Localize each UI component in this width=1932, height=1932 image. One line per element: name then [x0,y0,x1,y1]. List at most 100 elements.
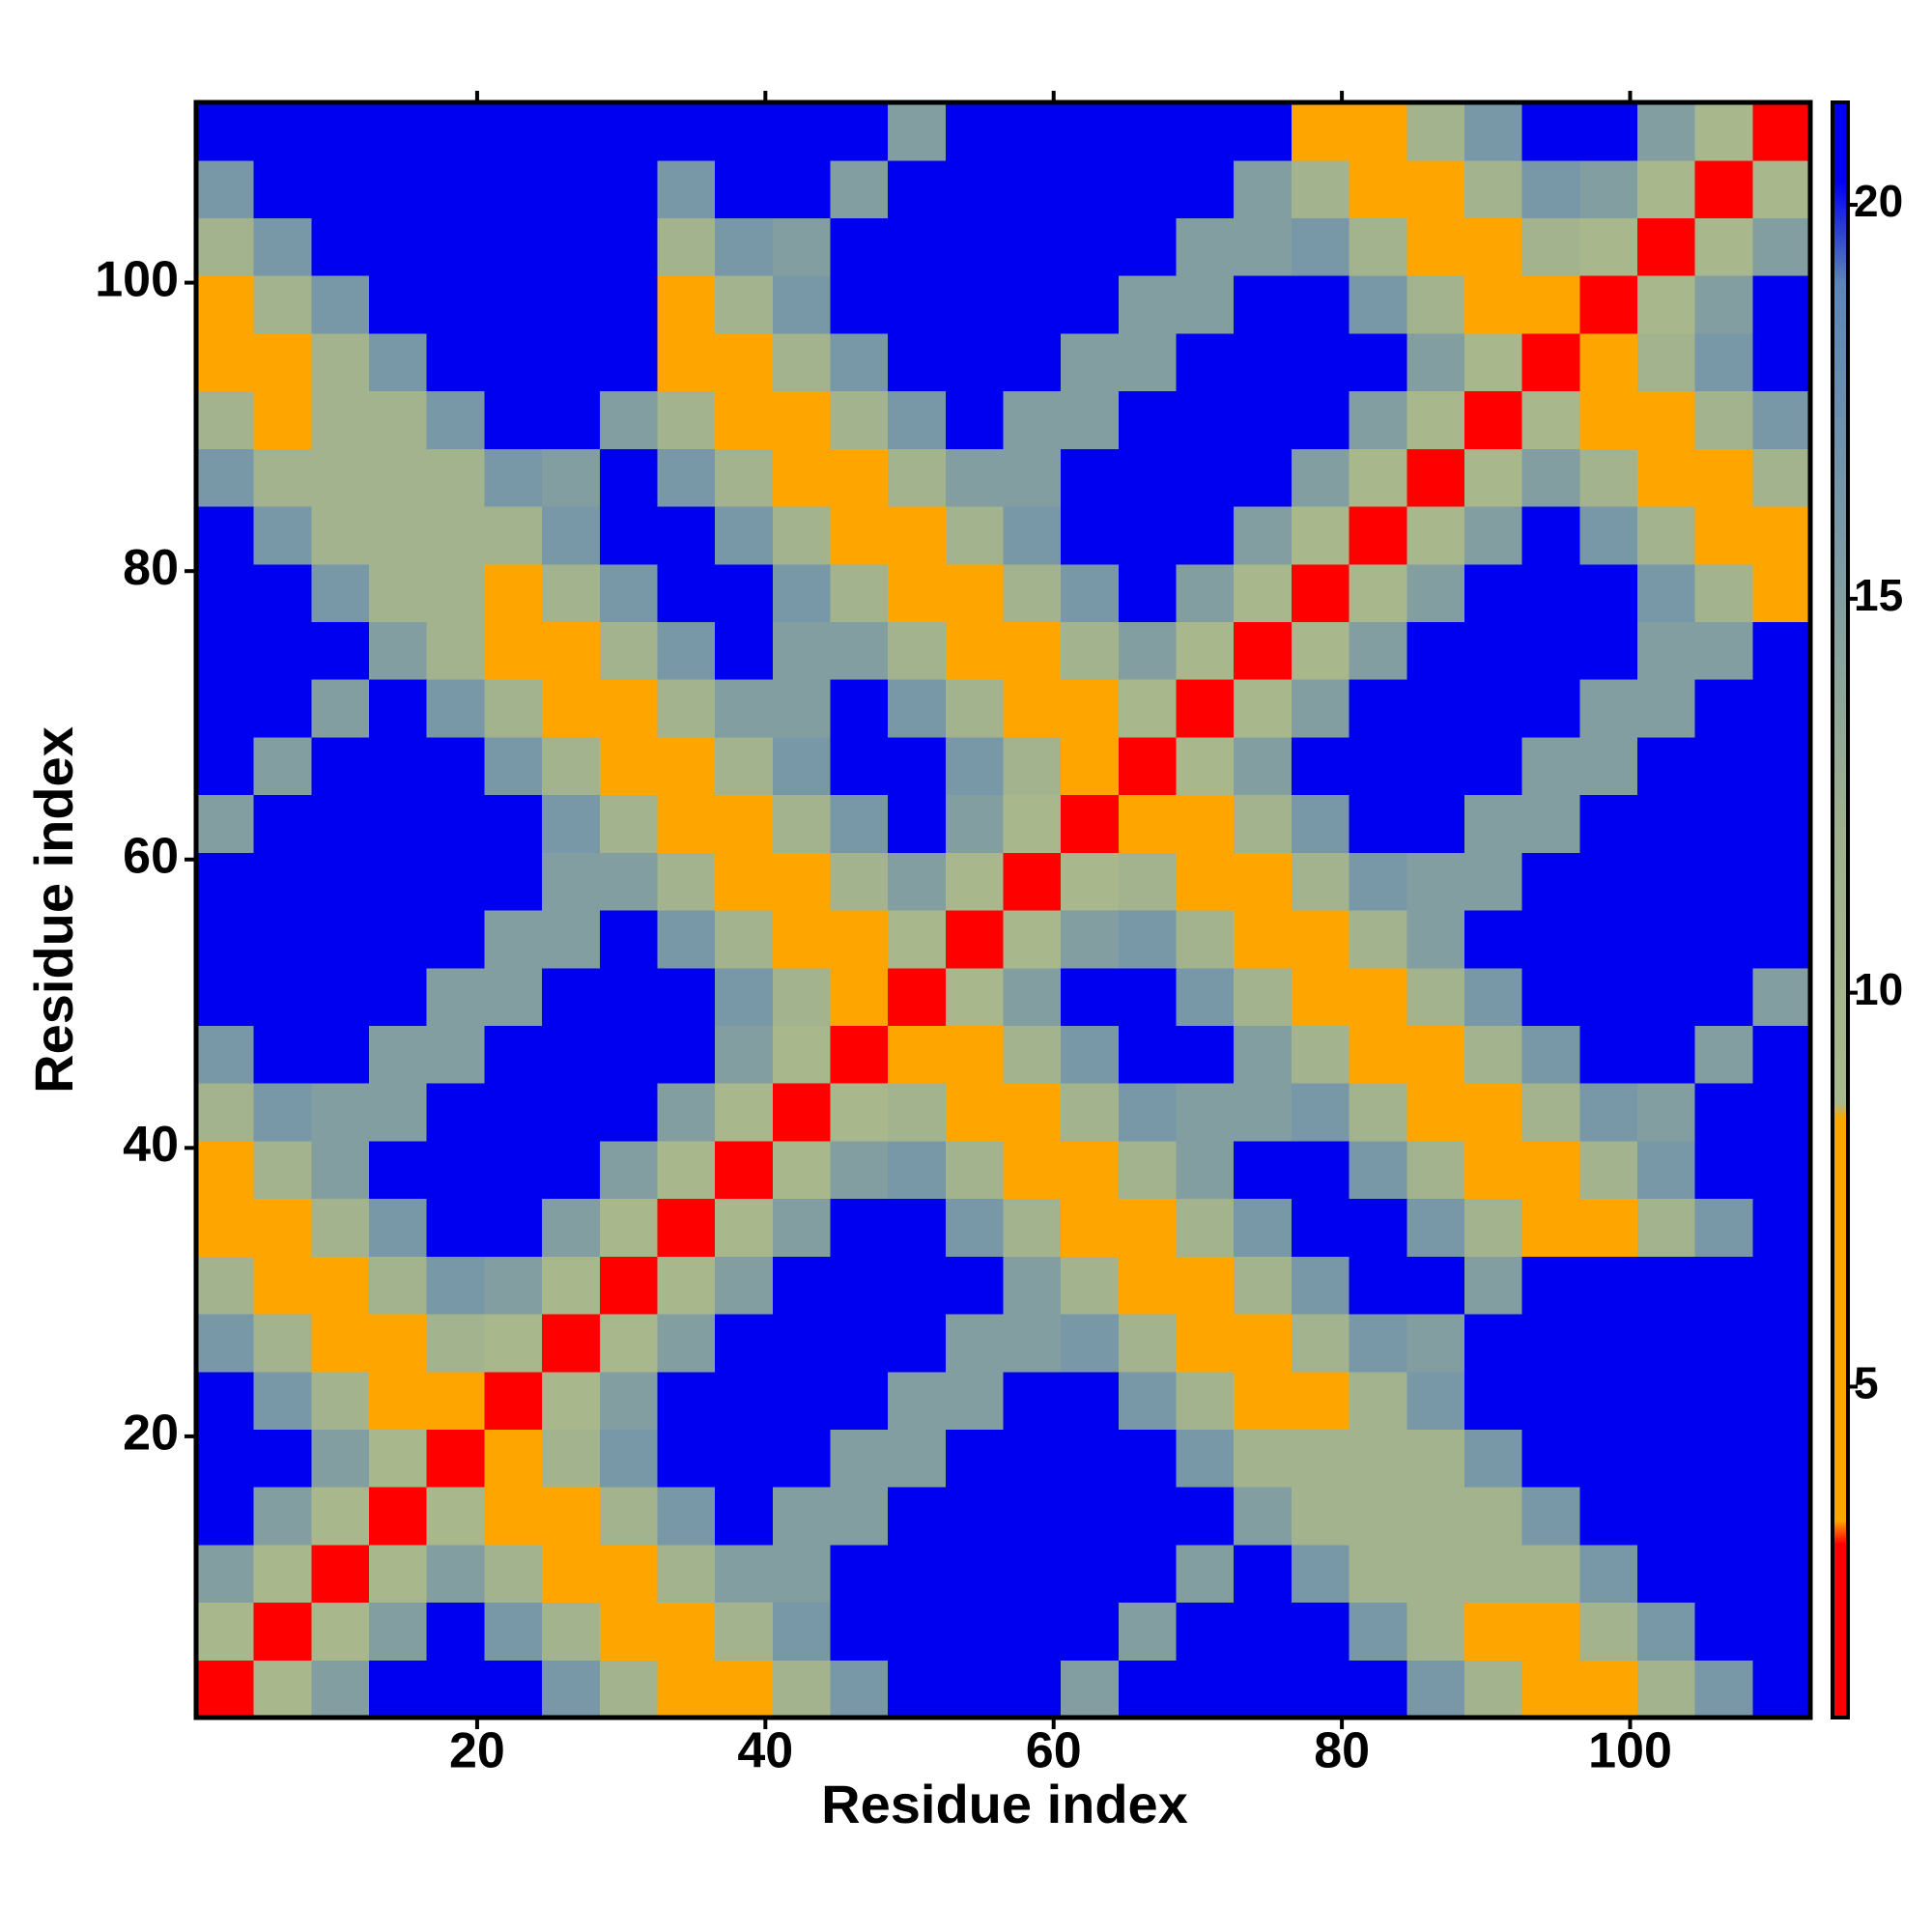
y-tick-label: 60 [123,828,179,884]
heatmap-cell [1118,1140,1178,1200]
heatmap-cell [1234,563,1293,623]
heatmap-cell [311,217,370,276]
heatmap-cell [542,967,601,1027]
heatmap-cell [1061,275,1120,334]
heatmap-cell [484,506,543,565]
heatmap-cell [772,506,832,565]
heatmap-cell [311,679,370,738]
heatmap-cell [1752,794,1811,853]
heatmap-cell [426,736,485,796]
heatmap-cell [1752,621,1811,680]
heatmap-cell [1349,852,1407,911]
heatmap-cell [1521,1025,1580,1084]
heatmap-cell [196,621,255,680]
heatmap-cell [599,1544,659,1604]
heatmap-cell [542,794,601,853]
heatmap-cell [657,1429,716,1488]
heatmap-cell [253,1660,312,1719]
heatmap-cell [888,390,947,449]
heatmap-cell [311,159,370,219]
heatmap-cell [1291,390,1350,449]
heatmap-cells [196,102,1811,1719]
heatmap-cell [1061,1487,1120,1546]
heatmap-cell [1234,1602,1293,1661]
heatmap-cell [657,621,716,680]
heatmap-cell [542,506,601,565]
heatmap-cell [888,1544,947,1604]
heatmap-cell [311,1314,370,1373]
heatmap-cell [657,332,716,392]
heatmap-cell [1003,967,1062,1027]
heatmap-cell [426,1083,485,1142]
heatmap-cell [196,1371,255,1431]
heatmap-cell [1234,852,1293,911]
heatmap-cell [484,1198,543,1257]
heatmap-cell [830,217,889,276]
heatmap-cell [1118,390,1178,449]
heatmap-cell [1061,1602,1120,1661]
heatmap-cell [1636,563,1696,623]
heatmap-cell [1579,1429,1638,1488]
heatmap-cell [1636,1198,1696,1257]
heatmap-cell [1234,679,1293,738]
heatmap-cell [830,1314,889,1373]
heatmap-cell [1061,852,1120,911]
heatmap-cell [1003,1371,1062,1431]
heatmap-cell [1694,1371,1753,1431]
y-tick-label: 80 [123,540,179,596]
heatmap-cell [772,1198,832,1257]
heatmap-cell [426,1025,485,1084]
heatmap-cell [715,910,774,969]
heatmap-cell [1521,679,1580,738]
heatmap-cell [599,1083,659,1142]
heatmap-cell [1291,332,1350,392]
heatmap-cell [599,1429,659,1488]
heatmap-cell [772,852,832,911]
heatmap-cell [1291,1371,1350,1431]
heatmap-cell [657,967,716,1027]
heatmap-cell [542,621,601,680]
heatmap-cell [945,621,1005,680]
heatmap-cell [196,1429,255,1488]
heatmap-cell [1118,1544,1178,1604]
heatmap-cell [484,736,543,796]
heatmap-cell [1752,736,1811,796]
heatmap-cell [945,159,1005,219]
heatmap-cell [1291,1198,1350,1257]
colorbar-tick-label: 5 [1854,1358,1879,1408]
heatmap-cell [1234,1198,1293,1257]
heatmap-cell [1234,1371,1293,1431]
heatmap-cell [426,621,485,680]
heatmap-cell [888,1660,947,1719]
heatmap-cell [196,275,255,334]
heatmap-cell [888,275,947,334]
heatmap-cell [1463,1660,1523,1719]
heatmap-cell [1521,1198,1580,1257]
heatmap-cell [888,852,947,911]
heatmap-cell [599,390,659,449]
heatmap-cell [1521,1544,1580,1604]
heatmap-cell [1291,794,1350,853]
heatmap-cell [657,159,716,219]
heatmap-cell [1061,910,1120,969]
heatmap-cell [772,967,832,1027]
heatmap-cell [657,1256,716,1315]
heatmap-cell [311,1660,370,1719]
heatmap-cell [1118,1602,1178,1661]
heatmap-cell [1003,217,1062,276]
heatmap-cell [715,1083,774,1142]
heatmap-cell [715,275,774,334]
heatmap-cell [772,736,832,796]
heatmap-cell [1636,1140,1696,1200]
heatmap-cell [772,1660,832,1719]
heatmap-cell [772,1544,832,1604]
heatmap-cell [369,1256,428,1315]
heatmap-cell [1636,1025,1696,1084]
heatmap-cell [196,390,255,449]
heatmap-cell [1176,159,1235,219]
heatmap-cell [657,1025,716,1084]
heatmap-cell [1118,1660,1178,1719]
heatmap-cell [945,1371,1005,1431]
